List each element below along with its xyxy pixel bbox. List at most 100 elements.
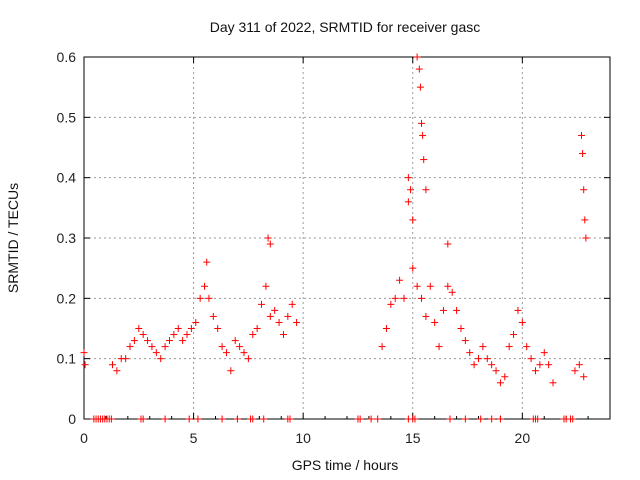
data-point <box>262 282 270 290</box>
data-point <box>422 186 430 194</box>
data-point <box>218 415 226 423</box>
data-point <box>496 415 504 423</box>
y-axis-label: SRMTID / TECUs <box>5 183 21 293</box>
data-point <box>183 331 191 339</box>
data-point <box>416 83 424 91</box>
data-point <box>80 349 88 357</box>
data-point <box>527 355 535 363</box>
data-point <box>209 312 217 320</box>
data-point <box>536 361 544 369</box>
data-point <box>514 306 522 314</box>
axis-ticks: 0 5 10 15 20 0 0.1 0.2 0.3 0.4 0.5 0.6 <box>57 49 610 446</box>
data-point <box>422 312 430 320</box>
data-point <box>205 294 213 302</box>
data-point <box>126 343 134 351</box>
data-point <box>496 379 504 387</box>
data-point <box>170 331 178 339</box>
data-point <box>475 355 482 363</box>
data-point <box>407 186 415 194</box>
y-tick-label: 0 <box>68 411 76 427</box>
data-point <box>130 337 138 345</box>
data-point <box>139 331 147 339</box>
data-point <box>488 361 496 369</box>
data-point <box>286 415 294 423</box>
data-point <box>108 361 116 369</box>
data-point <box>240 349 248 357</box>
data-point <box>418 294 426 302</box>
data-point <box>264 234 272 242</box>
data-point <box>288 300 296 308</box>
data-point <box>420 156 428 164</box>
data-point <box>569 415 577 423</box>
data-point <box>187 325 195 332</box>
data-point <box>461 337 469 345</box>
data-point <box>266 312 274 320</box>
data-point <box>426 282 434 290</box>
data-point <box>396 276 404 284</box>
data-point <box>382 325 390 332</box>
data-point <box>249 415 257 423</box>
data-point <box>174 325 182 332</box>
data-point <box>444 282 452 290</box>
data-point <box>404 174 412 182</box>
data-point <box>483 355 491 363</box>
x-tick-label: 20 <box>515 430 531 446</box>
data-point <box>448 288 456 296</box>
data-point <box>214 325 222 332</box>
data-point <box>244 355 252 363</box>
data-point <box>404 198 412 206</box>
data-point <box>356 415 364 423</box>
data-point <box>157 355 165 363</box>
data-point <box>470 361 478 369</box>
data-point <box>418 119 426 127</box>
data-point <box>249 331 257 339</box>
data-point <box>409 264 417 272</box>
data-point <box>279 331 287 339</box>
data-point <box>387 300 395 308</box>
data-point <box>580 186 588 194</box>
data-point <box>144 337 152 345</box>
data-point <box>161 415 169 423</box>
data-point <box>218 343 226 351</box>
data-point <box>203 258 211 266</box>
data-point <box>545 361 553 369</box>
data-point <box>457 325 465 332</box>
data-point <box>194 415 202 423</box>
data-point <box>161 343 169 351</box>
data-point <box>253 325 261 332</box>
data-point <box>284 312 292 320</box>
data-point <box>580 373 588 381</box>
data-point <box>479 343 487 351</box>
data-point <box>139 415 147 423</box>
x-tick-label: 15 <box>405 430 421 446</box>
data-point <box>477 415 485 423</box>
data-point <box>391 294 399 302</box>
data-point <box>400 294 408 302</box>
grid <box>84 57 610 419</box>
y-tick-label: 0.5 <box>57 109 77 125</box>
data-point <box>113 367 121 375</box>
data-point <box>518 318 526 326</box>
data-point <box>534 415 542 423</box>
data-point <box>196 294 204 302</box>
data-point <box>122 355 130 363</box>
data-point <box>419 131 427 139</box>
y-tick-label: 0.6 <box>57 49 77 65</box>
data-point <box>505 343 513 351</box>
data-point <box>374 415 382 423</box>
data-point <box>367 415 375 423</box>
x-tick-label: 10 <box>295 430 311 446</box>
data-point <box>107 415 115 423</box>
data-point <box>271 306 279 314</box>
data-point <box>231 337 239 345</box>
data-point <box>582 234 590 242</box>
data-point <box>81 361 89 369</box>
y-tick-label: 0.2 <box>57 290 77 306</box>
data-point <box>501 373 509 381</box>
data-point <box>192 318 200 326</box>
data-point <box>540 349 548 357</box>
data-point <box>578 131 586 139</box>
chart-title: Day 311 of 2022, SRMTID for receiver gas… <box>210 19 481 35</box>
data-point <box>266 240 274 248</box>
